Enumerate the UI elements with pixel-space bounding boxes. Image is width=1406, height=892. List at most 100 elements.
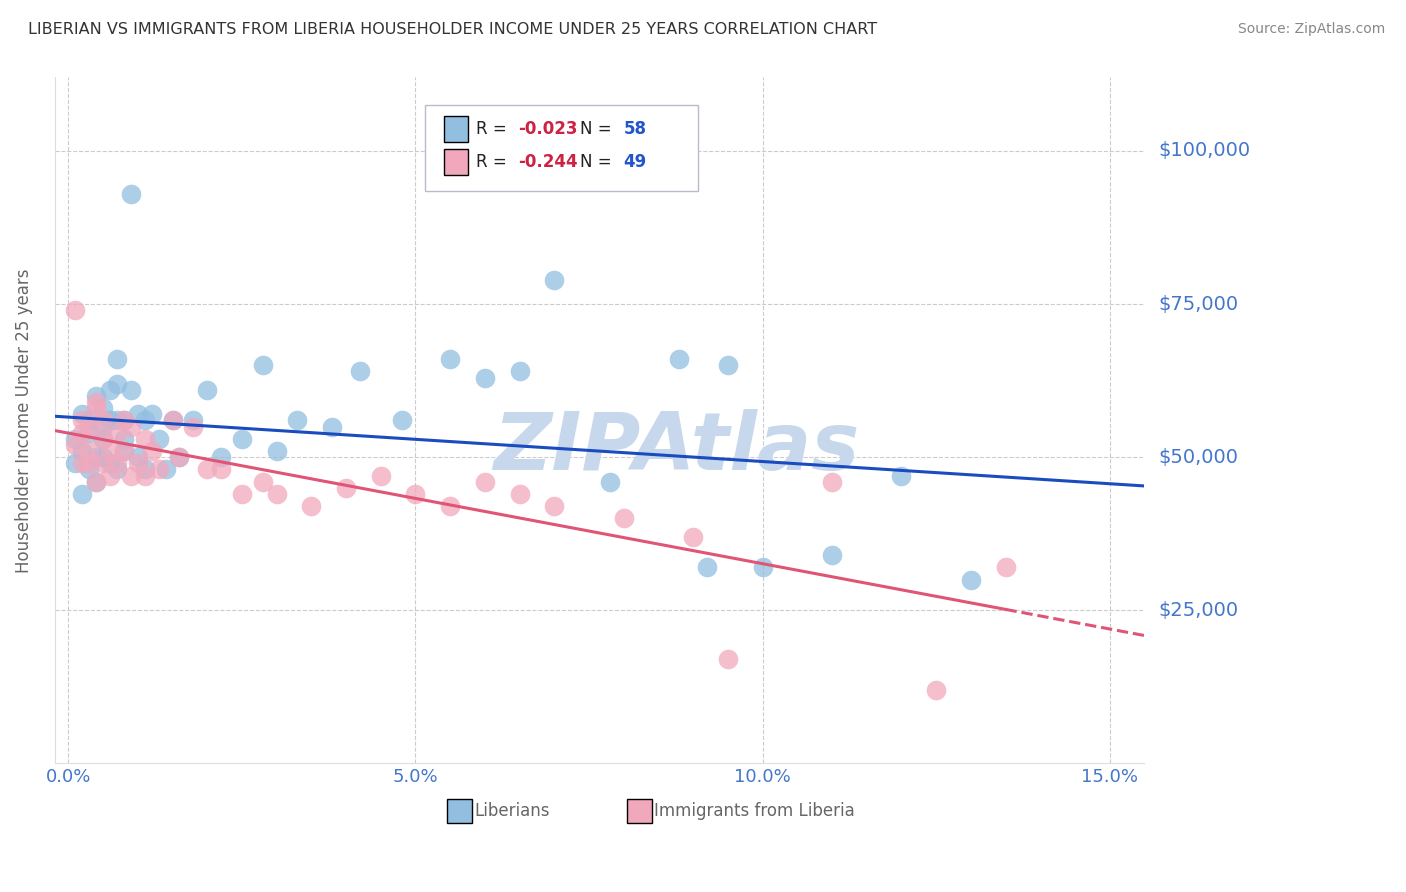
Point <box>405 487 427 501</box>
Point <box>127 407 149 421</box>
Point <box>120 186 142 201</box>
Point <box>682 530 704 544</box>
Point <box>120 419 142 434</box>
Point <box>299 499 322 513</box>
Point <box>169 450 191 465</box>
Text: ZIPAtlas: ZIPAtlas <box>492 409 859 487</box>
Point <box>91 419 114 434</box>
Point <box>287 413 309 427</box>
Text: $25,000: $25,000 <box>1159 601 1239 620</box>
Point <box>474 370 496 384</box>
Point <box>98 468 121 483</box>
Point <box>65 456 87 470</box>
Point <box>77 456 100 470</box>
Point <box>509 364 531 378</box>
Point <box>77 419 100 434</box>
Point <box>98 383 121 397</box>
Point <box>91 413 114 427</box>
Point <box>84 475 107 489</box>
Point <box>439 499 461 513</box>
Point <box>134 413 156 427</box>
Point <box>65 303 87 318</box>
Point <box>183 413 205 427</box>
Point <box>105 413 128 427</box>
Text: 58: 58 <box>623 120 647 138</box>
Point <box>112 413 135 427</box>
Point <box>349 364 371 378</box>
Point <box>696 560 718 574</box>
Point <box>370 468 392 483</box>
FancyBboxPatch shape <box>447 799 472 823</box>
Point <box>195 383 218 397</box>
Point <box>91 432 114 446</box>
Point <box>84 389 107 403</box>
Text: -0.023: -0.023 <box>517 120 578 138</box>
Text: -0.244: -0.244 <box>517 153 578 170</box>
Point <box>91 432 114 446</box>
Point <box>668 352 690 367</box>
Point <box>959 573 981 587</box>
Point <box>112 432 135 446</box>
Point <box>231 432 253 446</box>
Point <box>84 450 107 465</box>
Text: R =: R = <box>477 153 512 170</box>
Point <box>925 682 948 697</box>
Point <box>266 487 288 501</box>
Point <box>751 560 773 574</box>
Point <box>134 462 156 476</box>
Text: $100,000: $100,000 <box>1159 142 1250 161</box>
Point <box>162 413 184 427</box>
Point <box>98 456 121 470</box>
Point <box>994 560 1017 574</box>
Point <box>391 413 413 427</box>
Point <box>91 401 114 416</box>
Point <box>105 462 128 476</box>
Point <box>148 432 170 446</box>
Point <box>84 401 107 416</box>
FancyBboxPatch shape <box>627 799 652 823</box>
Point <box>252 475 274 489</box>
Point <box>335 481 357 495</box>
Point <box>120 383 142 397</box>
Text: $75,000: $75,000 <box>1159 294 1239 314</box>
Point <box>77 425 100 440</box>
Point <box>72 487 94 501</box>
Point <box>543 499 565 513</box>
Point <box>98 413 121 427</box>
Point <box>141 444 163 458</box>
Point <box>84 475 107 489</box>
Point <box>91 456 114 470</box>
Point <box>72 425 94 440</box>
Point <box>77 413 100 427</box>
Text: $50,000: $50,000 <box>1159 448 1239 467</box>
Point <box>821 548 844 562</box>
Text: N =: N = <box>579 153 617 170</box>
Text: LIBERIAN VS IMMIGRANTS FROM LIBERIA HOUSEHOLDER INCOME UNDER 25 YEARS CORRELATIO: LIBERIAN VS IMMIGRANTS FROM LIBERIA HOUS… <box>28 22 877 37</box>
Point <box>127 450 149 465</box>
Point <box>112 413 135 427</box>
Point <box>112 444 135 458</box>
Point <box>65 438 87 452</box>
Text: 49: 49 <box>623 153 647 170</box>
Point <box>231 487 253 501</box>
FancyBboxPatch shape <box>444 116 468 142</box>
Point <box>209 450 232 465</box>
Point <box>169 450 191 465</box>
Point <box>105 352 128 367</box>
Point <box>195 462 218 476</box>
Point <box>183 419 205 434</box>
Point <box>91 450 114 465</box>
Point <box>77 462 100 476</box>
Point <box>543 272 565 286</box>
Point <box>120 468 142 483</box>
Point <box>252 359 274 373</box>
Text: Immigrants from Liberia: Immigrants from Liberia <box>654 803 855 821</box>
Point <box>717 652 740 666</box>
Point <box>105 425 128 440</box>
Text: N =: N = <box>579 120 617 138</box>
Point <box>890 468 912 483</box>
Point <box>77 444 100 458</box>
Point <box>72 444 94 458</box>
Point <box>72 413 94 427</box>
Point <box>105 376 128 391</box>
